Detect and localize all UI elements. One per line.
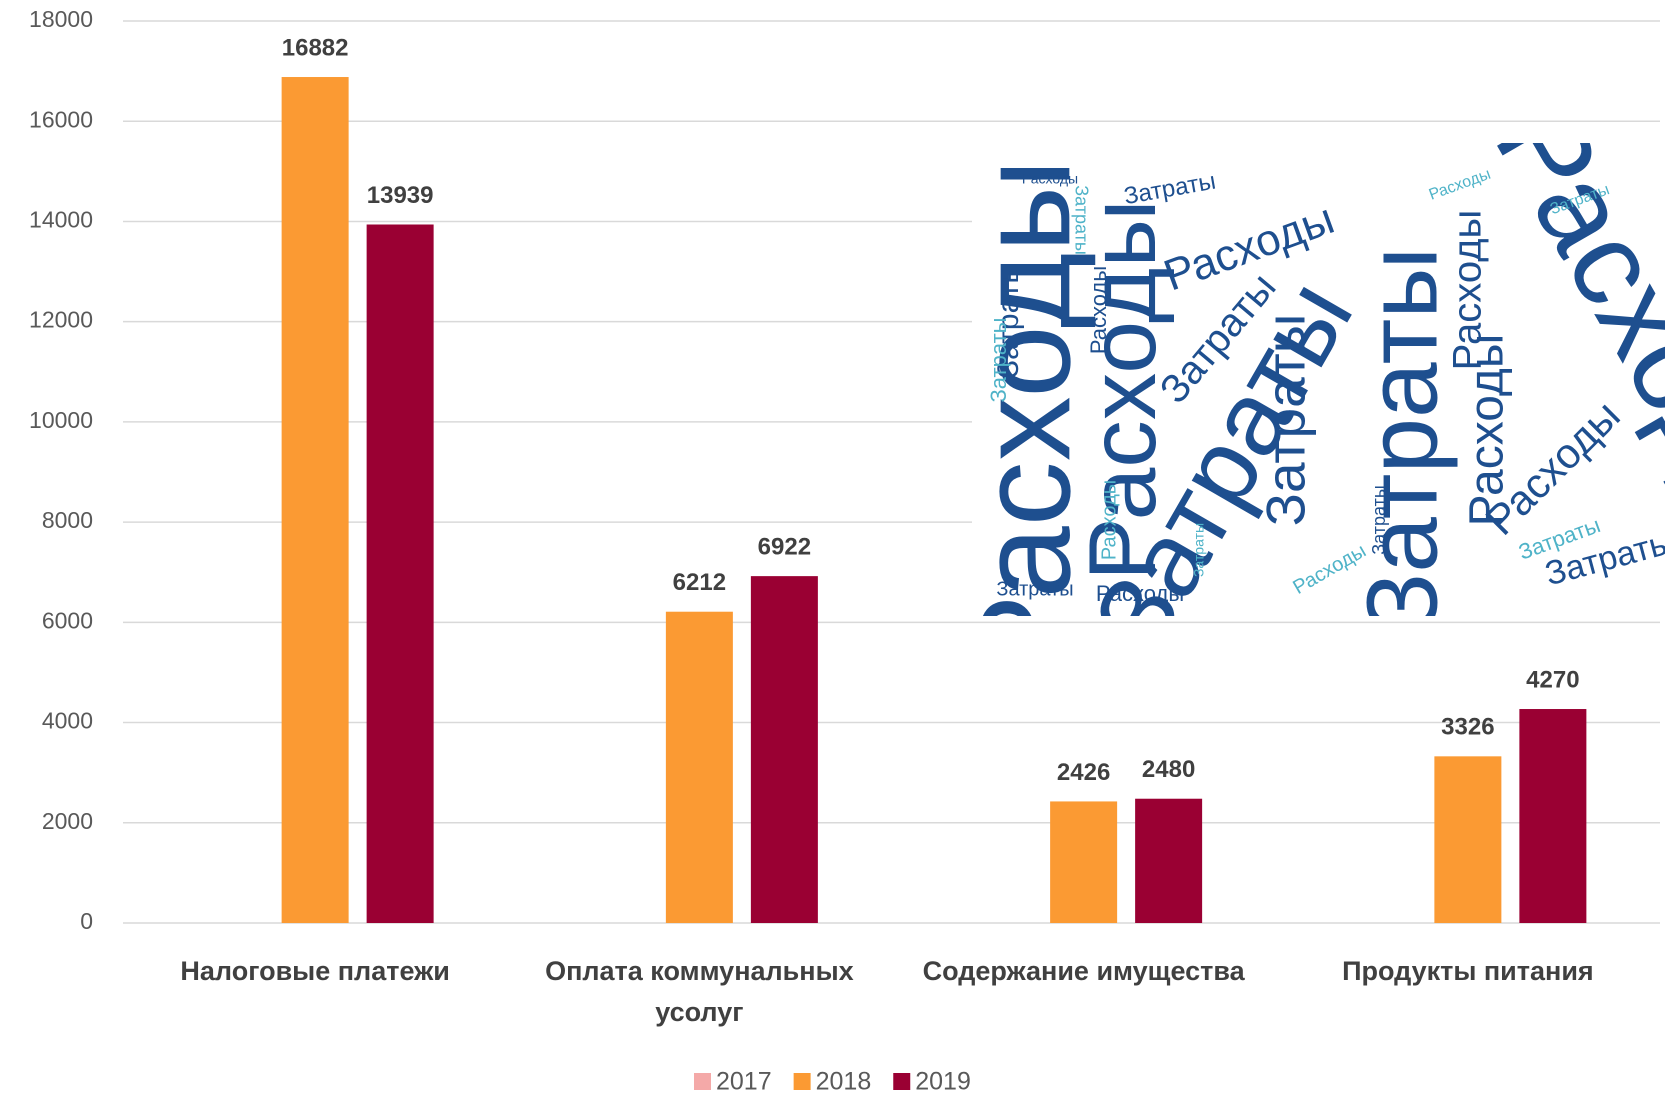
value-label: 16882 [282,34,349,61]
bar [281,77,349,923]
y-tick-label: 4000 [42,708,93,734]
x-tick-label: Налоговые платежи [180,956,449,986]
cloud-word: Затраты [986,318,1011,403]
word-cloud-image: РасходыРасходыЗатратыЗатратыРасходыРасхо… [951,143,1665,681]
bar [1050,801,1118,923]
value-label: 2480 [1142,756,1195,783]
y-tick-label: 18000 [29,6,93,32]
cloud-word: Расходы [1096,581,1184,606]
bar [1519,709,1587,923]
value-label: 4270 [1526,666,1579,693]
bar [1135,798,1203,923]
legend-label: 2018 [816,1068,872,1095]
cloud-word: Затраты [1071,185,1091,255]
legend-swatch [893,1073,911,1090]
legend-label: 2019 [915,1068,971,1095]
cloud-word: Затраты [1369,485,1389,555]
value-label: 6212 [673,569,726,596]
value-label: 13939 [367,182,434,209]
cloud-word: Расходы [1086,266,1111,354]
cloud-word: Затраты [992,262,1025,378]
bar [366,224,434,923]
y-tick-label: 14000 [29,207,93,233]
y-tick-label: 0 [80,908,93,934]
cloud-word: Расходы [1446,210,1490,371]
y-tick-label: 16000 [29,106,93,132]
legend-swatch [694,1073,711,1090]
x-tick-label: Продукты питания [1342,956,1594,986]
cloud-word: Расходы [951,159,1097,681]
x-tick-label: Оплата коммунальных усолуг [545,956,854,1027]
legend-swatch [793,1073,811,1090]
value-label: 3326 [1441,714,1494,741]
y-tick-label: 6000 [42,607,93,633]
y-tick-label: 10000 [29,407,93,433]
value-label: 6922 [758,533,811,560]
bar [1434,756,1502,923]
cloud-word: Расходы [1461,334,1514,527]
bar [750,576,818,923]
cloud-word: Затраты [1255,314,1317,526]
y-tick-label: 12000 [29,307,93,333]
cloud-word: Затраты [1346,247,1458,633]
value-label: 2426 [1057,759,1110,786]
word-cloud-background [972,143,1665,616]
bar [665,611,733,923]
cloud-word: Расходы [1098,480,1120,560]
y-tick-label: 8000 [42,507,93,533]
y-tick-label: 2000 [42,808,93,834]
cloud-word: Затраты [996,578,1073,600]
cloud-word: Расходы [1022,171,1078,187]
x-tick-label: Содержание имущества [923,956,1246,986]
cloud-word: Затраты [1191,523,1207,577]
legend-label: 2017 [716,1068,772,1095]
cloud-word: Расходы [1070,199,1176,580]
